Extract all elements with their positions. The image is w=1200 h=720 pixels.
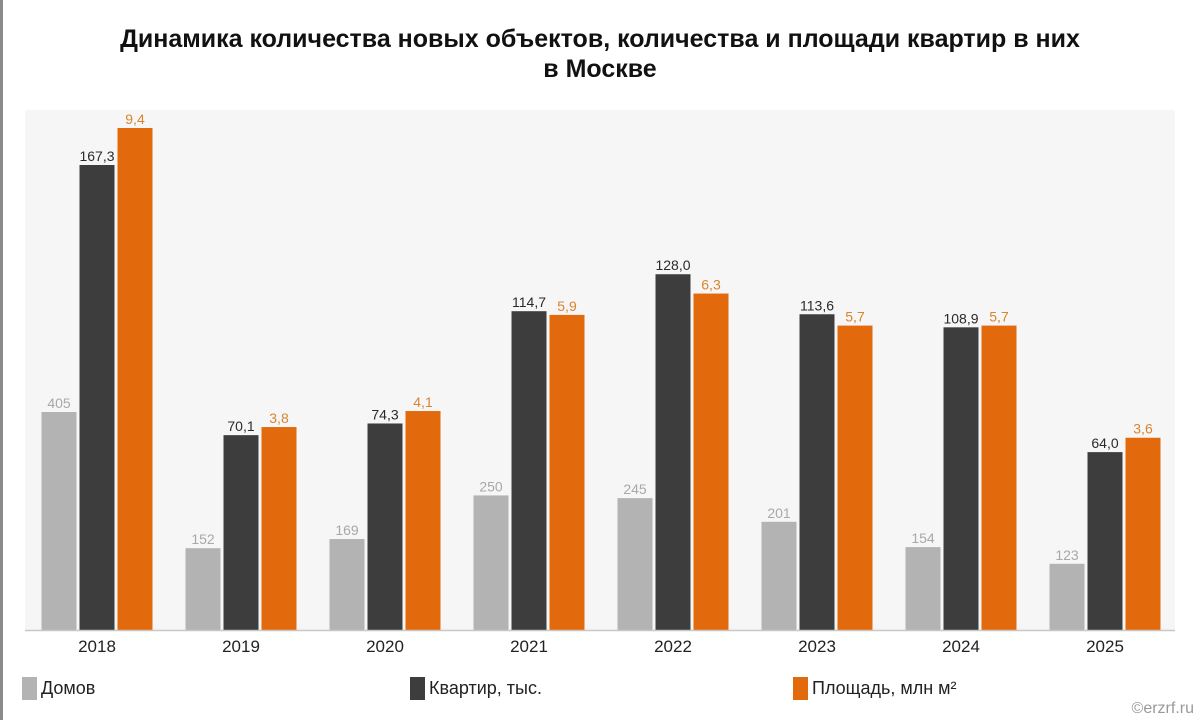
legend-item-houses: Домов xyxy=(22,676,95,700)
legend-swatch-apartments xyxy=(410,676,425,700)
legend-label-apartments: Квартир, тыс. xyxy=(429,677,542,698)
bar-2025-series-3 xyxy=(1125,437,1161,630)
legend-item-apartments: Квартир, тыс. xyxy=(410,676,542,700)
data-label: 245 xyxy=(623,481,647,497)
bar-2021-series-3 xyxy=(549,314,585,630)
bar-2018-series-2 xyxy=(79,165,115,630)
data-label: 74,3 xyxy=(371,406,398,422)
bar-2019-series-2 xyxy=(223,435,259,630)
data-label: 169 xyxy=(335,522,359,538)
data-label: 405 xyxy=(47,395,71,411)
data-label: 4,1 xyxy=(413,394,433,410)
bar-2024-series-1 xyxy=(905,547,941,630)
bar-2020-series-1 xyxy=(329,539,365,630)
data-label: 108,9 xyxy=(943,310,978,326)
x-tick-label: 2025 xyxy=(1086,637,1124,656)
data-label: 5,7 xyxy=(989,309,1009,325)
bar-2022-series-1 xyxy=(617,498,653,630)
watermark: ©erzrf.ru xyxy=(1131,700,1194,717)
legend-swatch-houses xyxy=(22,676,37,700)
bar-2025-series-2 xyxy=(1087,452,1123,630)
bar-2021-series-2 xyxy=(511,311,547,630)
data-label: 3,8 xyxy=(269,410,289,426)
bar-2023-series-1 xyxy=(761,521,797,630)
chart-title-line2: в Москве xyxy=(543,55,657,83)
legend-swatch-area xyxy=(793,676,808,700)
legend-item-area: Площадь, млн м² xyxy=(793,676,957,700)
legend-label-houses: Домов xyxy=(41,677,96,698)
data-label: 6,3 xyxy=(701,277,721,293)
bar-2023-series-2 xyxy=(799,314,835,630)
x-tick-label: 2019 xyxy=(222,637,260,656)
bar-2018-series-1 xyxy=(41,412,77,630)
data-label: 114,7 xyxy=(512,294,546,310)
data-label: 70,1 xyxy=(227,418,254,434)
data-label: 154 xyxy=(911,530,935,546)
x-tick-label: 2018 xyxy=(78,637,116,656)
bar-2018-series-3 xyxy=(117,128,153,630)
legend-label-area: Площадь, млн м² xyxy=(812,677,957,698)
bar-2022-series-2 xyxy=(655,274,691,630)
bar-2025-series-1 xyxy=(1049,563,1085,630)
bar-2022-series-3 xyxy=(693,293,729,630)
data-label: 3,6 xyxy=(1133,421,1153,437)
data-label: 5,7 xyxy=(845,309,865,325)
data-label: 152 xyxy=(191,531,215,547)
data-label: 5,9 xyxy=(557,298,577,314)
bar-2021-series-1 xyxy=(473,495,509,630)
x-tick-label: 2023 xyxy=(798,637,836,656)
x-tick-label: 2022 xyxy=(654,637,692,656)
bar-2024-series-2 xyxy=(943,327,979,630)
data-label: 9,4 xyxy=(125,111,145,127)
x-tick-label: 2024 xyxy=(942,637,980,656)
left-border xyxy=(0,0,3,720)
bar-2019-series-3 xyxy=(261,427,297,630)
data-label: 123 xyxy=(1055,547,1079,563)
data-label: 113,6 xyxy=(800,297,834,313)
data-label: 201 xyxy=(767,505,791,521)
bar-2019-series-1 xyxy=(185,548,221,630)
chart-title: Динамика количества новых объектов, коли… xyxy=(120,25,1080,53)
x-tick-label: 2021 xyxy=(510,637,548,656)
x-tick-label: 2020 xyxy=(366,637,404,656)
bar-2023-series-3 xyxy=(837,325,873,630)
bar-2020-series-3 xyxy=(405,411,441,630)
data-label: 167,3 xyxy=(79,148,114,164)
data-label: 250 xyxy=(479,478,503,494)
bar-2020-series-2 xyxy=(367,423,403,630)
data-label: 128,0 xyxy=(655,257,690,273)
data-label: 64,0 xyxy=(1091,435,1118,451)
bar-2024-series-3 xyxy=(981,325,1017,630)
